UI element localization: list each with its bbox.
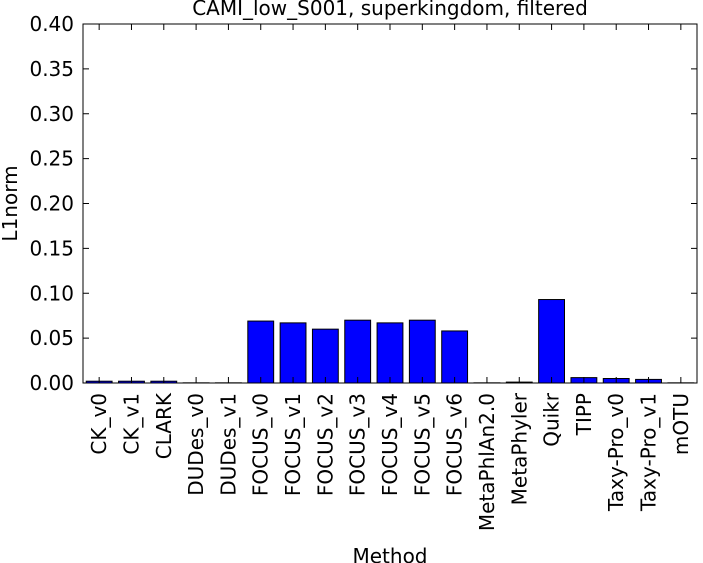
y-tick-label: 0.35 — [29, 57, 74, 81]
x-tick-label: FOCUS_v5 — [410, 393, 434, 496]
x-tick-label: FOCUS_v0 — [249, 393, 273, 496]
y-tick-label: 0.05 — [29, 326, 74, 350]
x-tick-label: MetaPhlAn2.0 — [475, 393, 499, 531]
y-tick-label: 0.20 — [29, 192, 74, 216]
chart-title: CAMI_low_S001, superkingdom, filtered — [192, 0, 588, 20]
y-axis-ticks: 0.00 0.05 0.10 0.15 0.20 0.25 0.30 0.35 0.40 — [29, 12, 697, 395]
x-tick-label: FOCUS_v2 — [313, 393, 337, 496]
x-tick-label: TIPP — [572, 393, 596, 436]
x-tick-label: Taxy-Pro_v1 — [637, 393, 661, 512]
bar-FOCUS_v2 — [311, 328, 339, 384]
x-tick-label: DUDes_v1 — [216, 393, 240, 496]
bar-FOCUS_v5 — [408, 319, 436, 384]
bar-Quikr — [538, 299, 566, 384]
x-tick-label: FOCUS_v3 — [346, 393, 370, 496]
y-tick-label: 0.40 — [29, 12, 74, 36]
x-tick-label: CK_v1 — [119, 393, 143, 455]
x-axis-label: Method — [352, 544, 427, 563]
x-tick-label: DUDes_v0 — [184, 393, 208, 496]
x-tick-label: FOCUS_v1 — [281, 393, 305, 496]
y-axis-label: L1norm — [0, 165, 22, 241]
y-tick-label: 0.00 — [29, 371, 74, 395]
x-tick-label: Taxy-Pro_v0 — [604, 393, 628, 512]
x-tick-label: mOTU — [669, 393, 693, 455]
x-tick-label: FOCUS_v4 — [378, 393, 402, 496]
bar-FOCUS_v6 — [441, 330, 469, 384]
bar-FOCUS_v4 — [376, 322, 404, 384]
x-tick-label: CLARK — [152, 392, 176, 459]
y-tick-label: 0.10 — [29, 281, 74, 305]
bar-FOCUS_v3 — [344, 319, 372, 384]
x-tick-label: Quikr — [540, 392, 564, 447]
x-tick-label: MetaPhyler — [507, 392, 531, 505]
bar-FOCUS_v0 — [247, 320, 275, 384]
x-tick-label: FOCUS_v6 — [443, 393, 467, 496]
x-axis-ticks: CK_v0 CK_v1 CLARK DUDes_v0 DUDes_v1 FOCUS_v0 F… — [87, 24, 693, 531]
bars-group — [85, 299, 695, 384]
y-tick-label: 0.25 — [29, 147, 74, 171]
x-tick-label: CK_v0 — [87, 393, 111, 455]
y-tick-label: 0.30 — [29, 102, 74, 126]
plot-frame — [82, 23, 698, 384]
bar-FOCUS_v1 — [279, 322, 307, 384]
y-tick-label: 0.15 — [29, 236, 74, 260]
